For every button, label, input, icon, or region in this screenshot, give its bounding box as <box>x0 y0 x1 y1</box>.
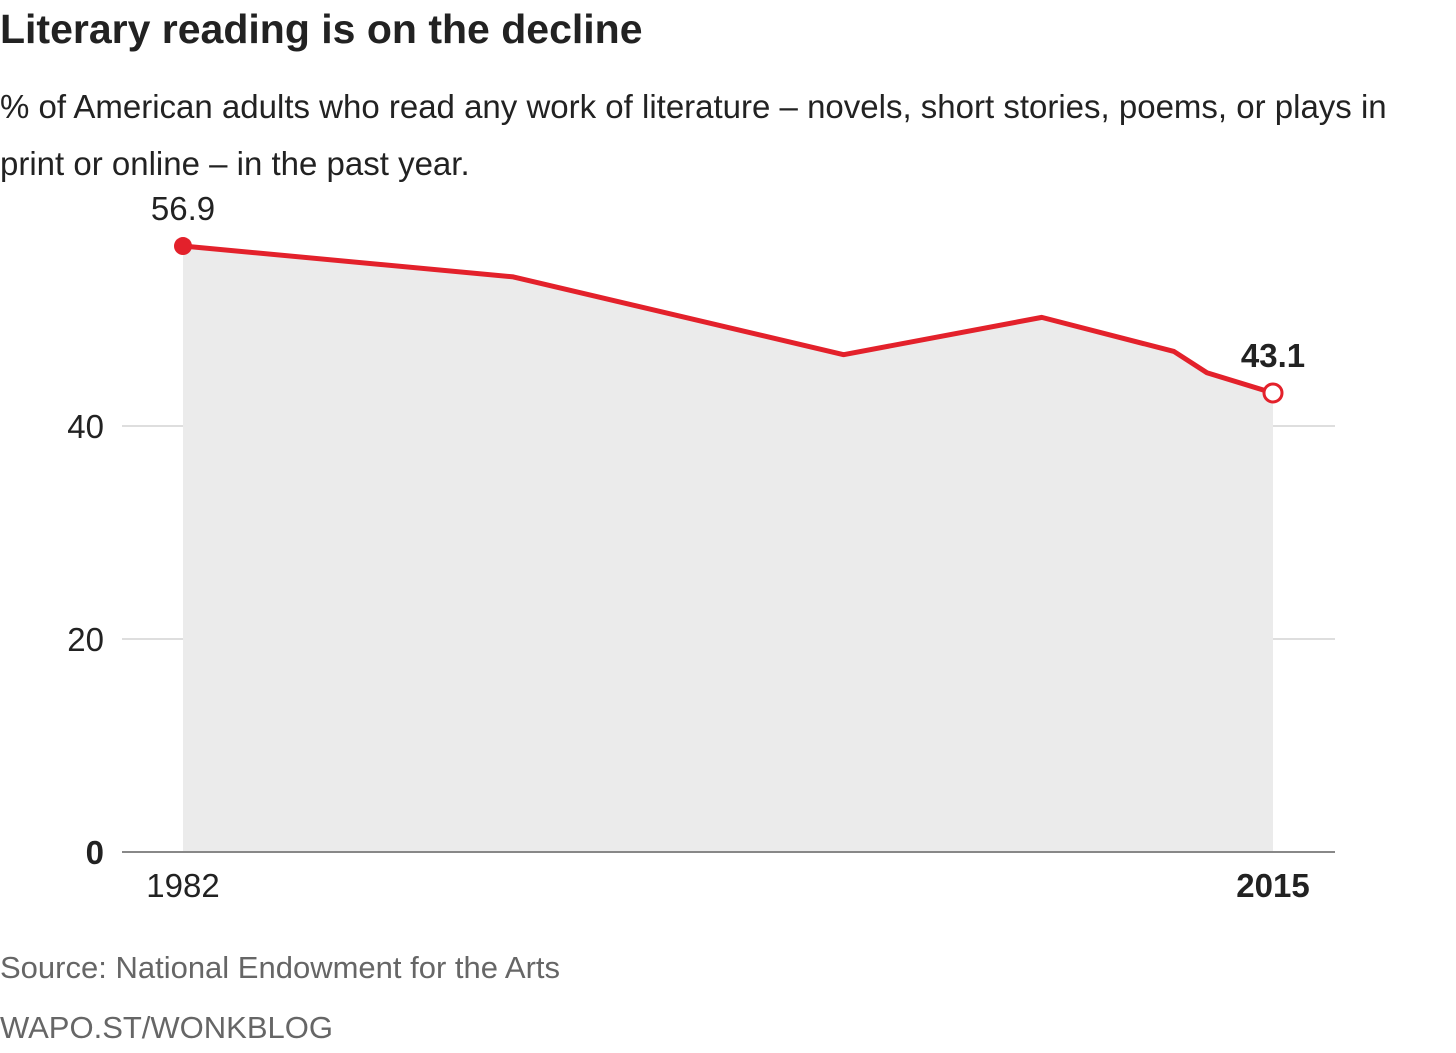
x-tick-label-start: 1982 <box>146 867 219 904</box>
end-value-label: 43.1 <box>1241 337 1305 374</box>
y-tick-labels: 0 20 40 <box>67 408 104 871</box>
chart-subtitle: % of American adults who read any work o… <box>0 88 1387 182</box>
series-line <box>182 243 1274 396</box>
area-fill <box>183 246 1273 852</box>
chart-title: Literary reading is on the decline <box>0 6 643 52</box>
start-value-label: 56.9 <box>151 190 215 227</box>
y-tick-label: 20 <box>67 621 104 658</box>
y-tick-label: 0 <box>86 834 104 871</box>
source-note: Source: National Endowment for the Arts <box>0 950 561 985</box>
y-tick-label: 40 <box>67 408 104 445</box>
x-tick-label-end: 2015 <box>1236 867 1309 904</box>
line-area-chart: 0 20 40 1982 2015 56.9 43.1 <box>67 190 1335 904</box>
start-point-marker <box>174 237 192 256</box>
credit-line: WAPO.ST/WONKBLOG <box>0 1010 333 1045</box>
end-point-marker <box>1262 382 1284 404</box>
